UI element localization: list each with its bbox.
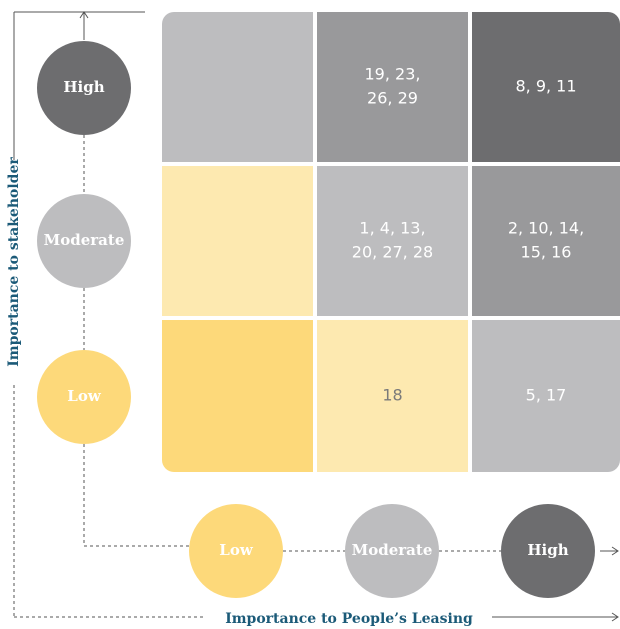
matrix-cell xyxy=(317,12,468,162)
arrow-head xyxy=(79,11,89,19)
level-label: Low xyxy=(219,541,254,559)
connector xyxy=(83,444,189,547)
arrow-head xyxy=(611,612,619,622)
matrix-cell xyxy=(317,166,468,316)
level-circle xyxy=(37,350,131,444)
cell-label: 1, 4, 13, xyxy=(359,219,425,238)
matrix-cell xyxy=(162,12,313,162)
matrix-cell xyxy=(472,320,620,472)
matrix-grid xyxy=(162,12,620,472)
level-circle xyxy=(189,504,283,598)
y-axis-label: Importance to stakeholder xyxy=(6,157,22,367)
level-label: Low xyxy=(67,387,102,405)
cell-label: 26, 29 xyxy=(367,89,418,108)
level-label: Moderate xyxy=(44,231,125,249)
cell-label: 2, 10, 14, xyxy=(508,219,584,238)
cell-label: 18 xyxy=(382,386,402,405)
cell-label: 15, 16 xyxy=(521,243,572,262)
cell-label: 5, 17 xyxy=(526,386,567,405)
level-label: High xyxy=(527,541,568,559)
matrix-cell xyxy=(472,12,620,162)
x-axis-label: Importance to People’s Leasing xyxy=(225,611,473,627)
level-label: Moderate xyxy=(352,541,433,559)
level-circle xyxy=(345,504,439,598)
matrix-cell xyxy=(317,320,468,472)
level-circle xyxy=(501,504,595,598)
cell-label: 19, 23, xyxy=(365,65,421,84)
cell-label: 20, 27, 28 xyxy=(352,243,433,262)
matrix-cell xyxy=(472,166,620,316)
matrix-cell xyxy=(162,166,313,316)
arrow-head xyxy=(611,546,619,556)
level-circle xyxy=(37,194,131,288)
matrix-cell xyxy=(162,320,313,472)
level-label: High xyxy=(63,78,104,96)
cell-label: 8, 9, 11 xyxy=(515,77,576,96)
level-circle xyxy=(37,41,131,135)
